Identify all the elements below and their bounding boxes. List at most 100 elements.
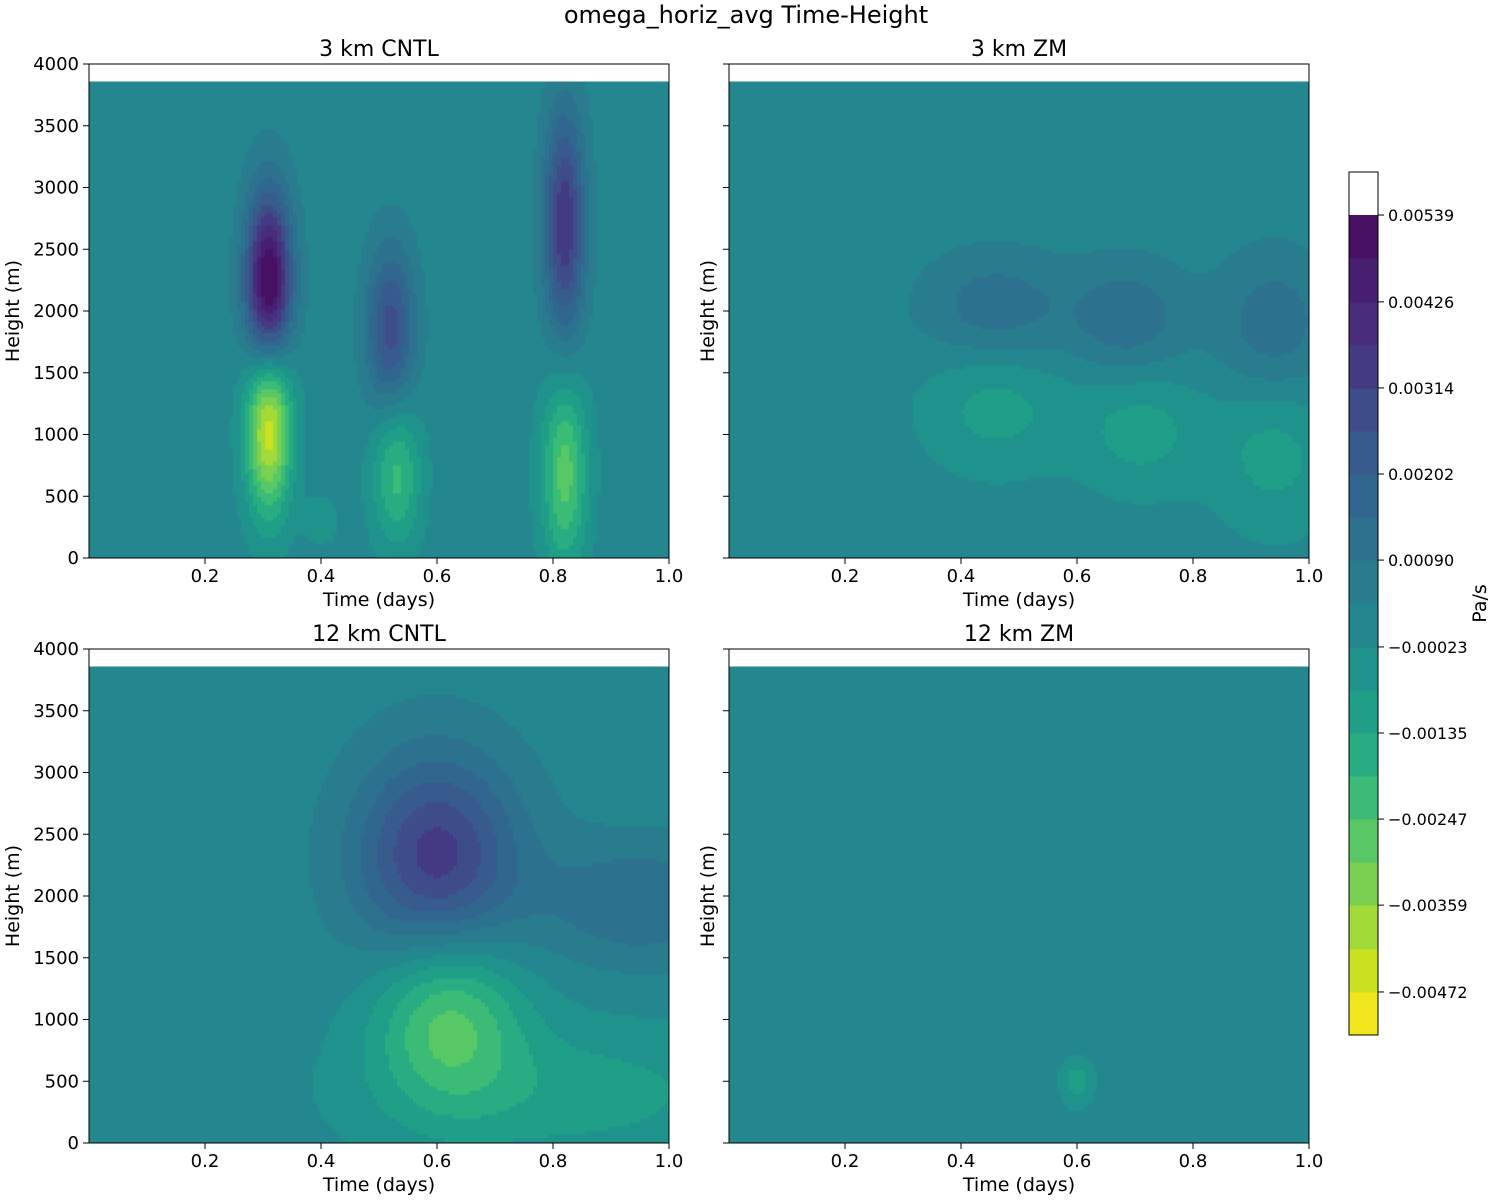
contour-cell — [377, 345, 389, 350]
contour-cell — [257, 489, 265, 494]
contour-cell — [237, 197, 245, 202]
contour-cell — [577, 213, 581, 218]
contour-cell — [1305, 301, 1309, 306]
contour-cell — [545, 481, 553, 486]
contour-cell — [589, 201, 597, 206]
contour-cell — [245, 449, 249, 454]
contour-cell — [289, 433, 293, 438]
contour-cell — [329, 1030, 365, 1035]
contour-cell — [417, 497, 429, 502]
contour-cell — [345, 826, 365, 831]
contour-cell — [529, 489, 541, 494]
contour-cell — [89, 273, 229, 278]
contour-cell — [597, 445, 669, 450]
contour-cell — [417, 321, 429, 326]
contour-cell — [261, 305, 277, 310]
contour-cell — [89, 369, 241, 374]
contour-cell — [241, 465, 245, 470]
contour-cell — [281, 509, 289, 514]
contour-cell — [381, 357, 401, 362]
contour-cell — [253, 461, 257, 466]
contour-cell — [373, 297, 381, 302]
contour-cell — [297, 177, 533, 182]
contour-cell — [497, 990, 521, 995]
contour-cell — [241, 421, 245, 426]
contour-cell — [277, 217, 281, 222]
contour-cell — [469, 790, 493, 795]
contour-cell — [1013, 433, 1105, 438]
contour-cell — [589, 473, 601, 478]
contour-cell — [365, 321, 369, 326]
contour-cell — [729, 457, 933, 462]
contour-cell — [257, 257, 261, 262]
contour-cell — [309, 537, 333, 542]
contour-cell — [237, 181, 249, 186]
contour-cell — [249, 461, 253, 466]
contour-cell — [1205, 349, 1257, 354]
contour-cell — [429, 317, 537, 322]
contour-cell — [589, 385, 669, 390]
contour-cell — [577, 457, 585, 462]
contour-cell — [557, 121, 573, 126]
contour-cell — [513, 834, 537, 839]
contour-cell — [553, 325, 577, 330]
contour-cell — [333, 505, 365, 510]
contour-cell — [545, 153, 549, 158]
contour-cell — [465, 990, 497, 995]
contour-cell — [489, 782, 513, 787]
contour-cell — [253, 293, 257, 298]
contour-cell — [729, 461, 937, 466]
contour-cell — [301, 197, 533, 202]
contour-cell — [417, 333, 429, 338]
contour-cell — [285, 325, 289, 330]
contour-cell — [1129, 405, 1153, 410]
contour-cell — [409, 289, 413, 294]
contour-cell — [229, 257, 237, 262]
contour-cell — [261, 261, 277, 266]
contour-cell — [573, 201, 577, 206]
contour-cell — [429, 1026, 473, 1031]
contour-cell — [937, 337, 1097, 342]
contour-cell — [501, 922, 573, 927]
contour-cell — [581, 445, 589, 450]
contour-cell — [545, 850, 669, 855]
contour-cell — [373, 497, 385, 502]
contour-cell — [89, 237, 229, 242]
contour-cell — [729, 293, 909, 298]
contour-cell — [549, 245, 553, 250]
contour-cell — [481, 746, 533, 751]
contour-cell — [261, 265, 277, 270]
contour-cell — [597, 509, 669, 514]
contour-cell — [593, 141, 669, 146]
contour-cell — [729, 790, 1309, 795]
contour-cell — [497, 1018, 517, 1023]
contour-cell — [253, 397, 257, 402]
contour-cell — [249, 225, 253, 230]
contour-cell — [405, 509, 417, 514]
contour-cell — [381, 790, 405, 795]
contour-cell — [541, 217, 545, 222]
contour-cell — [281, 165, 293, 170]
contour-cell — [257, 433, 265, 438]
contour-cell — [337, 513, 365, 518]
contour-cell — [265, 309, 273, 314]
contour-cell — [245, 297, 249, 302]
contour-cell — [657, 858, 669, 863]
contour-cell — [533, 525, 545, 530]
contour-cell — [729, 810, 1309, 815]
contour-cell — [1097, 337, 1153, 342]
contour-cell — [533, 273, 541, 278]
contour-cell — [429, 1082, 489, 1087]
contour-cell — [501, 798, 521, 803]
contour-cell — [317, 541, 325, 546]
contour-cell — [1057, 1074, 1069, 1079]
contour-cell — [377, 501, 385, 506]
contour-cell — [729, 477, 969, 482]
contour-cell — [89, 702, 393, 707]
contour-cell — [1085, 1070, 1097, 1075]
contour-cell — [497, 834, 513, 839]
contour-cell — [1085, 1078, 1097, 1083]
contour-cell — [485, 810, 505, 815]
contour-cell — [89, 229, 233, 234]
contour-cell — [361, 982, 393, 987]
